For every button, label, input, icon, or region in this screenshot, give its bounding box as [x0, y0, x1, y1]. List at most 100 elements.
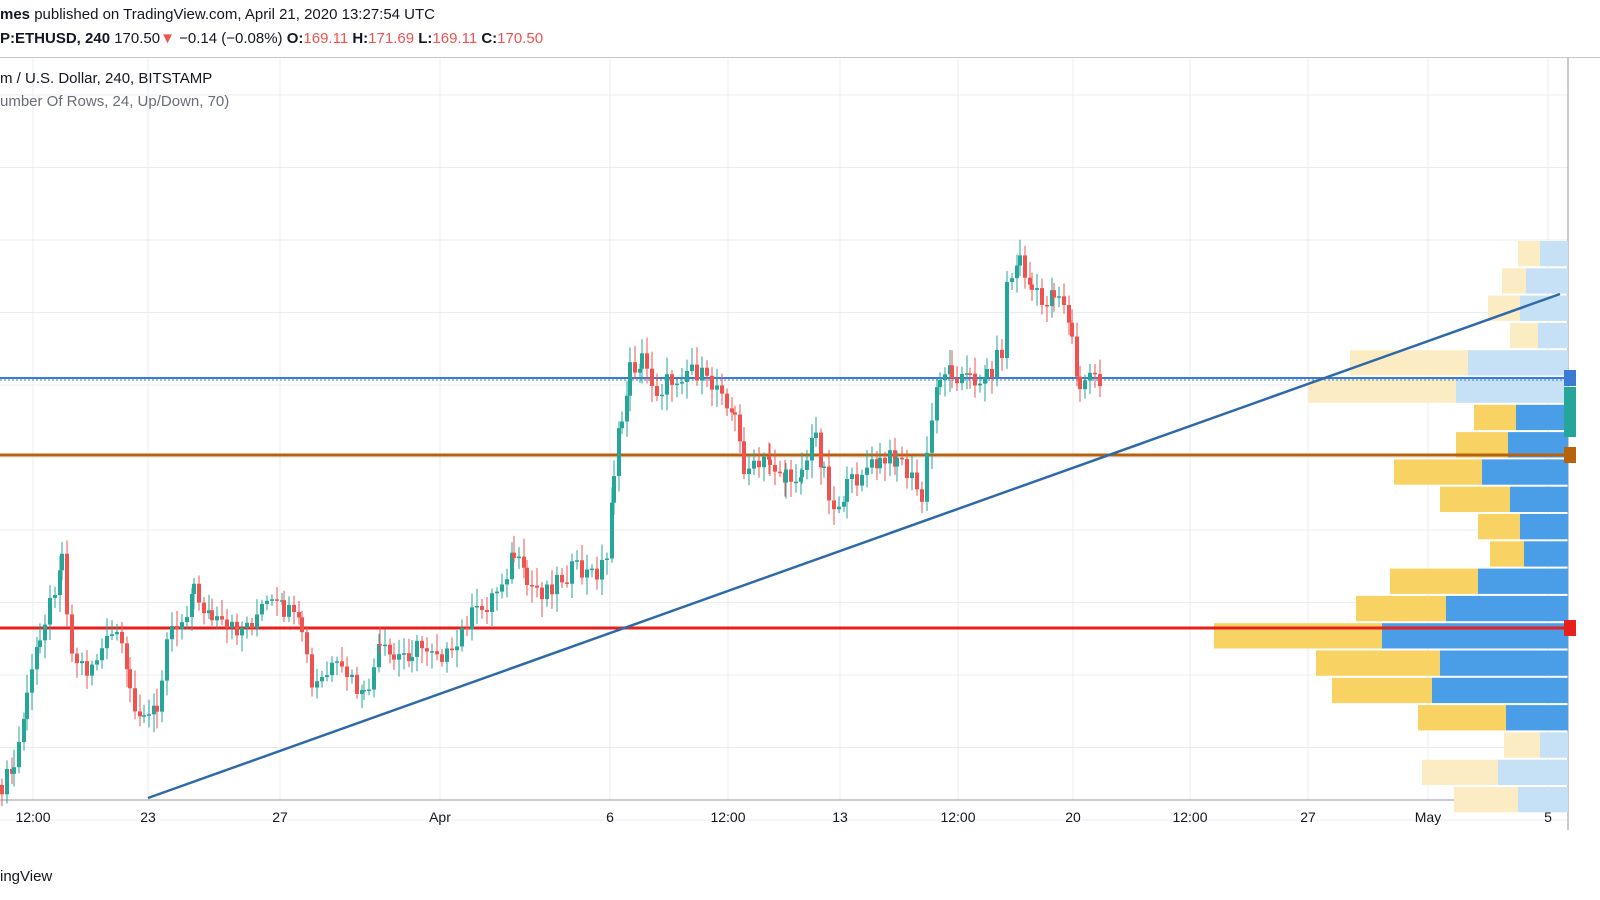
candle-body	[1078, 376, 1082, 390]
candle-body	[910, 472, 914, 479]
candle-body	[725, 393, 729, 409]
poc-axis-marker	[1564, 620, 1576, 636]
candle-body	[943, 374, 947, 381]
candle-body	[938, 380, 942, 388]
candle-body	[950, 365, 954, 379]
volume-profile-down-bar	[1332, 677, 1432, 704]
candle-body	[1075, 336, 1079, 377]
candle-body	[675, 383, 679, 386]
symbol-label: P:ETHUSD, 240	[0, 30, 111, 47]
candle-body	[225, 619, 229, 628]
candle-body	[1062, 296, 1066, 306]
candle-body	[335, 661, 339, 663]
candle-body	[800, 469, 804, 478]
candle-body	[865, 467, 869, 475]
support-axis-marker	[1564, 447, 1576, 463]
candle-body	[202, 602, 206, 614]
x-tick-label: Apr	[429, 809, 451, 825]
candle-body	[402, 653, 406, 655]
candle-body	[372, 667, 376, 690]
x-tick-label: 12:00	[15, 809, 50, 825]
candle-body	[595, 568, 599, 580]
candle-body	[920, 489, 924, 502]
candle-body	[680, 381, 684, 384]
candle-body	[752, 460, 756, 469]
candle-body	[105, 635, 109, 649]
candle-body	[0, 785, 4, 795]
candle-body	[180, 622, 184, 630]
candle-body	[762, 456, 766, 468]
candle-body	[710, 375, 714, 390]
candle-body	[22, 718, 26, 743]
volume-profile-up-bar	[1510, 486, 1568, 512]
candle-body	[128, 669, 132, 689]
x-tick-label: 12:00	[940, 809, 975, 825]
volume-profile-up-bar	[1540, 732, 1568, 758]
volume-profile-down-bar	[1316, 650, 1440, 676]
candle-body	[185, 617, 189, 623]
candle-body	[1028, 277, 1032, 285]
candle-body	[855, 474, 859, 486]
candle-body	[565, 582, 569, 584]
candle-body	[819, 432, 823, 468]
candle-body	[300, 617, 304, 633]
publish-line: mes published on TradingView.com, April …	[0, 6, 435, 23]
candle-body	[638, 368, 642, 373]
candle-body	[985, 369, 989, 378]
candle-body	[1005, 281, 1009, 359]
price-change: −0.14 (−0.08%)	[179, 30, 283, 47]
candle-body	[860, 474, 864, 486]
volume-profile-down-bar	[1518, 241, 1540, 267]
publisher-name: mes	[0, 6, 31, 23]
candle-body	[495, 591, 499, 594]
candle-body	[330, 662, 334, 676]
candle-body	[560, 574, 564, 583]
candle-body	[585, 569, 589, 578]
candle-body	[925, 452, 929, 502]
candle-body	[90, 664, 94, 676]
candle-body	[628, 362, 632, 396]
x-tick-label: 12:00	[710, 809, 745, 825]
candle-body	[670, 374, 674, 385]
ascending-trendline	[147, 292, 1561, 800]
candle-body	[842, 501, 846, 507]
volume-profile-up-bar	[1456, 377, 1568, 403]
candle-body	[275, 599, 279, 601]
candle-body	[245, 622, 249, 628]
candle-body	[485, 609, 489, 612]
candle-body	[540, 587, 544, 600]
candle-body	[530, 584, 534, 587]
candle-body	[600, 559, 604, 580]
close-value: 170.50	[497, 30, 544, 47]
candle-body	[837, 506, 841, 510]
candle-body	[70, 614, 74, 654]
candle-body	[1010, 278, 1014, 282]
candle-body	[325, 675, 329, 678]
candle-body	[60, 553, 64, 571]
candle-body	[973, 373, 977, 386]
volume-profile-down-bar	[1456, 432, 1508, 458]
candle-body	[287, 604, 291, 617]
candle-body	[1088, 372, 1092, 381]
volume-profile-down-bar	[1490, 541, 1524, 567]
candle-body	[605, 558, 609, 561]
x-tick-label: 6	[606, 809, 614, 825]
candle-body	[570, 561, 574, 584]
candle-body	[415, 640, 419, 657]
candle-body	[794, 481, 798, 484]
candle-body	[805, 460, 809, 470]
candle-body	[742, 441, 746, 474]
high-value: 171.69	[368, 30, 415, 47]
volume-profile-up-bar	[1478, 568, 1568, 594]
footer-brand: ingView	[0, 868, 53, 885]
candle-body	[170, 626, 174, 640]
candle-body	[465, 628, 469, 630]
candle-body	[505, 579, 509, 585]
candle-body	[610, 502, 614, 559]
candle-body	[142, 715, 146, 717]
published-text: published on TradingView.com, April 21, …	[30, 6, 436, 23]
volume-profile-down-bar	[1308, 377, 1456, 403]
candle-body	[377, 644, 381, 668]
candle-body	[265, 600, 269, 604]
